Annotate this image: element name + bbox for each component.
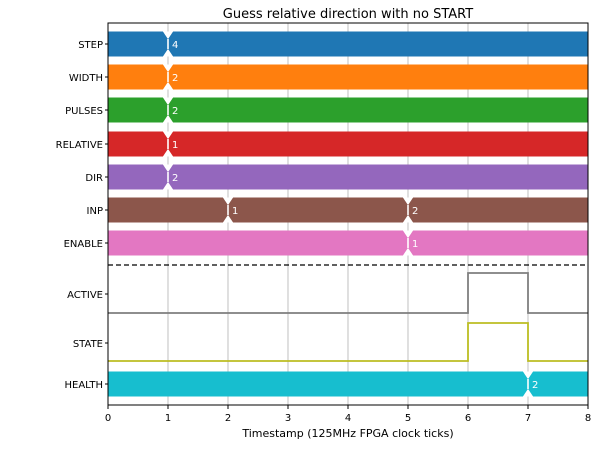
bus-transition-notch [163,164,173,190]
bus-band-relative [108,131,588,157]
signal-label-dir: DIR [85,173,103,184]
bus-value-label-pulses: 2 [172,106,178,117]
bus-value-label-inp: 1 [232,206,238,217]
bus-transition-notch [523,371,533,397]
bus-value-label-step: 4 [172,40,178,51]
x-tick-label: 3 [285,413,291,424]
bus-value-label-dir: 2 [172,173,178,184]
chart-title: Guess relative direction with no START [223,7,473,22]
signal-label-pulses: PULSES [65,106,103,117]
plot-marks: 4 2 2 1 2 1 2 1 2 [108,31,588,397]
bus-band-pulses [108,97,588,123]
x-tick-label: 6 [465,413,471,424]
x-tick-label: 4 [345,413,351,424]
bus-band-health [108,371,588,397]
signal-label-enable: ENABLE [64,239,103,250]
x-tick-label: 2 [225,413,231,424]
signal-label-active: ACTIVE [67,290,103,301]
x-tick-label: 1 [165,413,171,424]
signal-label-relative: RELATIVE [56,140,103,151]
bus-value-label-inp: 2 [412,206,418,217]
bus-transition-notch [223,197,233,223]
bus-transition-notch [403,197,413,223]
signal-label-inp: INP [87,206,103,217]
x-tick-label: 8 [585,413,591,424]
signal-label-health: HEALTH [64,380,103,391]
bus-value-label-health: 2 [532,380,538,391]
bus-band-inp [108,197,588,223]
x-axis-label: Timestamp (125MHz FPGA clock ticks) [241,427,453,440]
bus-transition-notch [163,31,173,57]
x-tick-label: 0 [105,413,111,424]
plot-frame-group: 0 1 2 3 4 5 6 7 8 [105,22,591,424]
bus-transition-notch [403,230,413,256]
x-tick-label: 5 [405,413,411,424]
bit-waveform-state [108,322,588,362]
x-tick-label: 7 [525,413,531,424]
bus-transition-notch [163,131,173,157]
bus-transition-notch [163,97,173,123]
bus-value-label-enable: 1 [412,239,418,250]
bus-transition-notch [163,64,173,90]
bus-band-step [108,31,588,57]
bus-value-label-width: 2 [172,73,178,84]
bus-value-label-relative: 1 [172,140,178,151]
signal-label-width: WIDTH [69,73,103,84]
bus-band-width [108,64,588,90]
bus-band-dir [108,164,588,190]
bus-band-enable [108,230,588,256]
signal-label-step: STEP [78,40,103,51]
signal-label-state: STATE [73,339,103,350]
bit-waveform-active [108,272,588,314]
